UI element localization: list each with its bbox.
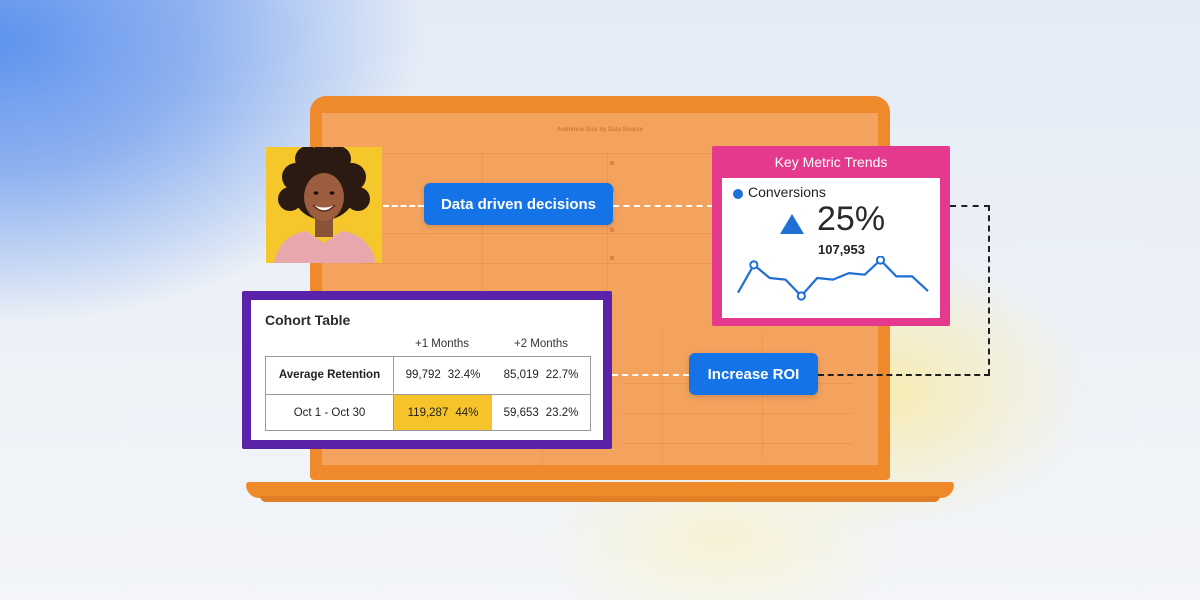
conversions-trend-chart	[737, 256, 929, 301]
column-header-1-month: +1 Months	[414, 338, 470, 350]
cell-value: 119,287	[407, 406, 449, 419]
conversion-count: 107,953	[818, 242, 865, 257]
cohort-table-title: Cohort Table	[265, 312, 351, 328]
cell-value: 99,792	[405, 369, 441, 381]
screen-swatch	[610, 228, 614, 232]
person-illustration	[266, 147, 382, 263]
laptop-base-shadow	[260, 496, 940, 502]
row-label: Oct 1 - Oct 30	[266, 395, 394, 430]
laptop-base	[246, 482, 954, 498]
screen-divider	[622, 443, 852, 444]
table-cell: 85,019 22.7%	[492, 357, 590, 393]
legend-dot-icon	[733, 189, 743, 199]
person-photo	[266, 147, 382, 263]
screen-bar	[482, 153, 483, 303]
cell-percent: 22.7%	[545, 369, 579, 381]
conversions-legend: Conversions	[748, 184, 826, 200]
screen-divider	[622, 413, 852, 414]
cohort-panel: Cohort Table +1 Months +2 Months Average…	[251, 300, 603, 440]
cohort-table: Average Retention 99,792 32.4% 85,019 22…	[265, 356, 591, 431]
screen-swatch	[610, 256, 614, 260]
data-point-marker	[749, 260, 759, 270]
connector-line	[613, 205, 713, 207]
screen-title: Audience Size by Data Source	[556, 127, 644, 133]
cell-value: 59,653	[503, 406, 539, 419]
screen-divider	[362, 153, 832, 154]
screen-divider	[362, 233, 832, 234]
table-cell: 59,653 23.2%	[492, 395, 590, 430]
connector-line	[988, 205, 990, 375]
connector-line	[818, 374, 990, 376]
row-label: Average Retention	[266, 357, 394, 393]
key-metric-trends-card: Key Metric Trends Conversions 25% 107,95…	[712, 146, 950, 326]
table-cell: 99,792 32.4%	[394, 357, 492, 393]
table-row: Average Retention 99,792 32.4% 85,019 22…	[266, 357, 590, 393]
column-header-2-months: +2 Months	[513, 338, 569, 350]
table-row: Oct 1 - Oct 30 119,287 44% 59,653 23.2%	[266, 394, 590, 430]
key-metric-panel: Conversions 25% 107,953	[722, 178, 940, 318]
connector-line	[612, 374, 689, 376]
data-point-marker	[796, 291, 806, 301]
screen-divider	[362, 263, 832, 264]
connector-line	[950, 205, 990, 207]
increase-roi-button[interactable]: Increase ROI	[689, 353, 818, 395]
cell-percent: 44%	[455, 406, 479, 419]
screen-bar	[662, 331, 663, 461]
cohort-table-card: Cohort Table +1 Months +2 Months Average…	[242, 291, 612, 449]
conversion-change-value: 25%	[817, 200, 886, 238]
connector-line	[383, 205, 424, 207]
screen-bar	[607, 153, 608, 303]
data-point-marker	[875, 256, 886, 265]
table-cell-highlighted: 119,287 44%	[394, 395, 492, 430]
key-metric-trends-title: Key Metric Trends	[774, 154, 888, 170]
cell-percent: 32.4%	[447, 369, 481, 381]
screen-bar	[762, 331, 763, 461]
conversions-series-line	[737, 258, 929, 298]
cell-value: 85,019	[503, 369, 539, 381]
data-driven-decisions-button[interactable]: Data driven decisions	[424, 183, 613, 225]
up-triangle-icon	[780, 214, 804, 234]
screen-swatch	[610, 161, 614, 165]
cell-percent: 23.2%	[545, 406, 579, 419]
